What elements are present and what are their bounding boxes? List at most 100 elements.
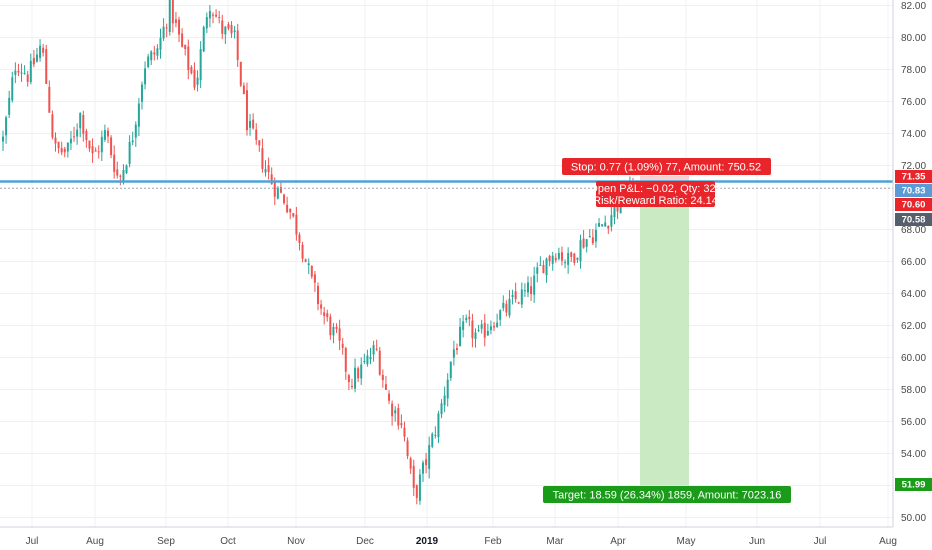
candle-body	[122, 170, 125, 181]
candle-body	[375, 348, 378, 350]
candle-body	[5, 117, 8, 136]
candle-body	[295, 214, 298, 235]
y-tick-label: 74.00	[901, 129, 926, 140]
y-tick-label: 80.00	[901, 33, 926, 44]
price-label: 70.60	[902, 200, 926, 211]
x-tick-label: May	[677, 536, 696, 547]
candle-body	[425, 459, 428, 466]
pnl-label[interactable]: Open P&L: −0.02, Qty: 324 Risk/Reward Ra…	[589, 181, 722, 207]
candle-body	[560, 252, 563, 261]
candle-body	[437, 413, 440, 438]
candle-body	[452, 349, 455, 358]
candle-body	[190, 67, 193, 74]
candle-body	[20, 72, 23, 74]
candle-body	[360, 364, 363, 379]
candle-body	[384, 384, 387, 390]
candle-body	[267, 165, 270, 173]
candle-body	[381, 374, 384, 381]
candle-body	[304, 259, 307, 262]
candle-body	[94, 150, 97, 152]
candle-body	[276, 187, 279, 199]
candle-body	[323, 312, 326, 317]
candle-body	[601, 224, 604, 227]
candle-body	[224, 26, 227, 35]
horizontal-lines[interactable]	[0, 180, 893, 189]
y-tick-label: 82.00	[901, 1, 926, 12]
candle-body	[493, 326, 496, 328]
candle-body	[409, 458, 412, 469]
candle-body	[181, 33, 184, 47]
candle-body	[91, 146, 94, 154]
candle-body	[616, 206, 619, 212]
candle-body	[533, 275, 536, 295]
candle-body	[264, 169, 267, 173]
candle-body	[388, 393, 391, 401]
position-zones[interactable]	[640, 175, 689, 486]
candle-body	[26, 74, 29, 82]
candle-body	[258, 140, 261, 146]
candle-body	[159, 37, 162, 50]
candle-body	[35, 54, 38, 62]
candle-body	[11, 77, 14, 101]
candle-body	[449, 361, 452, 378]
candle-body	[128, 141, 131, 164]
candle-body	[317, 285, 319, 305]
y-tick-label: 78.00	[901, 65, 926, 76]
candle-body	[153, 52, 156, 55]
candle-body	[604, 222, 607, 227]
candle-body	[329, 316, 332, 336]
candle-body	[125, 165, 128, 173]
price-label: 70.58	[902, 215, 926, 226]
candle-body	[576, 257, 579, 260]
target-label[interactable]: Target: 18.59 (26.34%) 1859, Amount: 702…	[543, 486, 791, 503]
candle-body	[292, 213, 295, 217]
candle-body	[350, 386, 353, 388]
y-tick-label: 50.00	[901, 513, 926, 524]
x-tick-label: Dec	[356, 536, 374, 547]
candle-body	[545, 258, 548, 276]
candle-body	[205, 17, 208, 29]
candle-body	[140, 84, 143, 102]
candle-body	[23, 72, 26, 74]
candle-body	[527, 282, 529, 293]
candle-body	[489, 326, 492, 331]
price-label: 71.35	[902, 172, 926, 183]
candle-body	[514, 291, 517, 300]
candle-body	[403, 427, 406, 437]
candle-body	[320, 304, 323, 309]
candle-body	[249, 120, 252, 128]
candle-body	[218, 17, 221, 19]
price-label-box	[895, 198, 932, 211]
candle-body	[548, 255, 551, 262]
candles	[2, 0, 634, 505]
candle-body	[465, 317, 468, 321]
candle-body	[400, 423, 403, 426]
candle-body	[431, 433, 434, 447]
candle-body	[279, 187, 282, 193]
candle-body	[202, 27, 205, 52]
candle-body	[171, 0, 174, 24]
candle-body	[530, 286, 533, 295]
candle-body	[301, 244, 304, 259]
y-tick-label: 76.00	[901, 97, 926, 108]
candle-body	[471, 320, 474, 339]
candle-body	[369, 357, 372, 360]
price-label: 51.99	[902, 480, 926, 491]
y-tick-label: 66.00	[901, 257, 926, 268]
stop-label[interactable]: Stop: 0.77 (1.09%) 77, Amount: 750.52	[562, 158, 771, 175]
candle-body	[79, 113, 82, 129]
candle-body	[594, 229, 597, 242]
pnl-label-box	[596, 181, 715, 207]
candle-body	[100, 136, 103, 153]
candle-body	[252, 119, 255, 129]
x-tick-label: Oct	[220, 536, 236, 547]
target-zone[interactable]	[640, 187, 689, 486]
candle-body	[363, 360, 366, 362]
candle-body	[69, 138, 72, 144]
candle-body	[42, 47, 45, 53]
candle-body	[97, 151, 100, 153]
candle-body	[502, 302, 505, 309]
candle-body	[88, 140, 91, 149]
